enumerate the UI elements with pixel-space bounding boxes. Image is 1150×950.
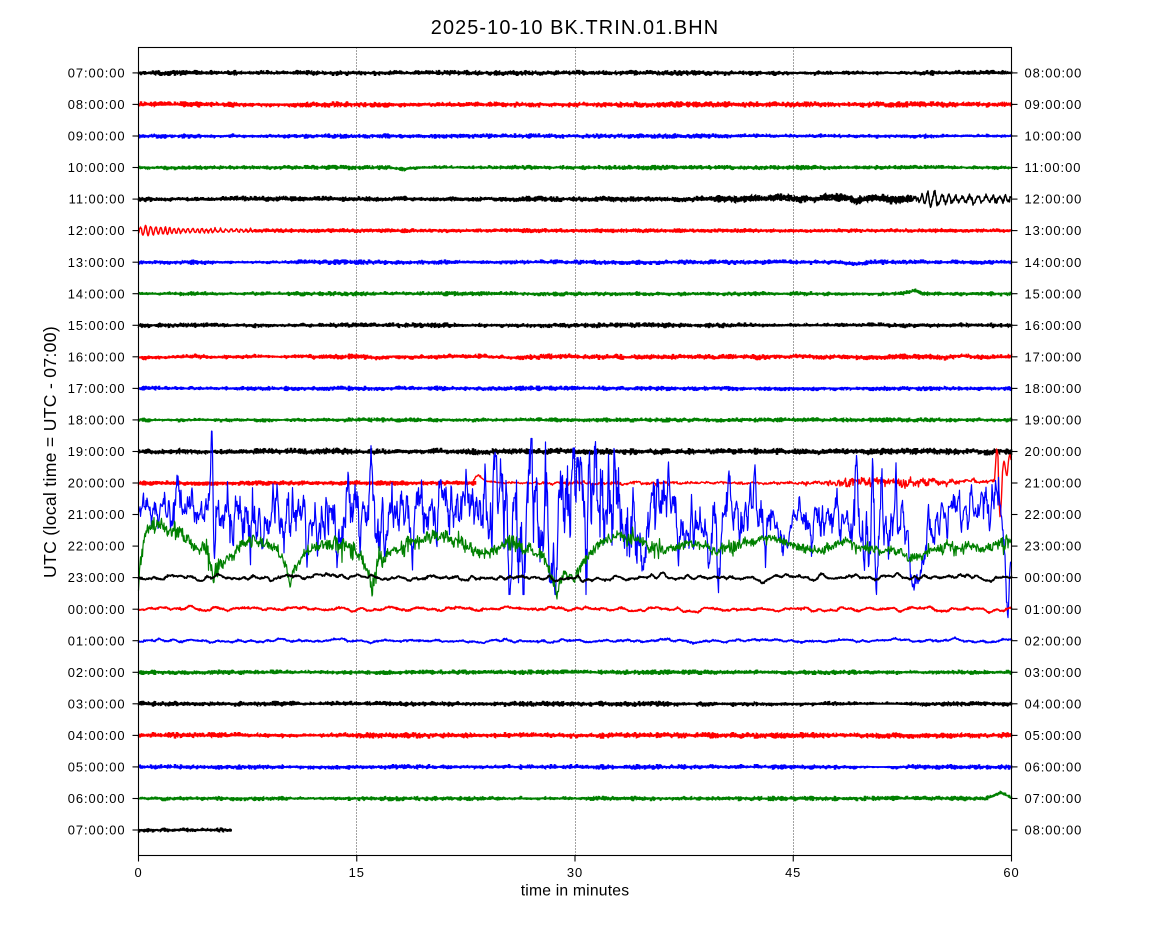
svg-text:14:00:00: 14:00:00 [68,286,126,301]
svg-text:23:00:00: 23:00:00 [1025,539,1083,554]
svg-text:21:00:00: 21:00:00 [1025,476,1083,491]
svg-text:11:00:00: 11:00:00 [1025,160,1082,175]
svg-text:14:00:00: 14:00:00 [1025,255,1083,270]
svg-text:15:00:00: 15:00:00 [1025,286,1083,301]
svg-text:15: 15 [349,865,365,880]
svg-text:10:00:00: 10:00:00 [68,160,126,175]
svg-text:07:00:00: 07:00:00 [1025,791,1083,806]
svg-text:05:00:00: 05:00:00 [68,760,126,775]
svg-text:03:00:00: 03:00:00 [68,696,126,711]
svg-text:22:00:00: 22:00:00 [1025,507,1083,522]
svg-text:0: 0 [134,865,142,880]
svg-text:07:00:00: 07:00:00 [68,66,126,81]
svg-text:20:00:00: 20:00:00 [68,476,126,491]
svg-text:06:00:00: 06:00:00 [1025,760,1083,775]
svg-text:45: 45 [785,865,801,880]
svg-text:19:00:00: 19:00:00 [68,444,126,459]
svg-text:UTC (local time = UTC - 07:00): UTC (local time = UTC - 07:00) [40,326,60,578]
svg-text:01:00:00: 01:00:00 [1025,602,1083,617]
svg-text:17:00:00: 17:00:00 [1025,349,1083,364]
svg-text:02:00:00: 02:00:00 [68,665,126,680]
svg-text:20:00:00: 20:00:00 [1025,444,1083,459]
svg-text:04:00:00: 04:00:00 [68,728,126,743]
svg-text:12:00:00: 12:00:00 [68,223,126,238]
svg-text:21:00:00: 21:00:00 [68,507,126,522]
svg-text:06:00:00: 06:00:00 [68,791,126,806]
svg-text:13:00:00: 13:00:00 [68,255,126,270]
svg-text:09:00:00: 09:00:00 [68,129,126,144]
svg-text:17:00:00: 17:00:00 [68,381,126,396]
svg-text:07:00:00: 07:00:00 [68,823,126,838]
svg-text:05:00:00: 05:00:00 [1025,728,1083,743]
svg-text:01:00:00: 01:00:00 [68,633,126,648]
svg-text:08:00:00: 08:00:00 [1025,66,1083,81]
svg-text:23:00:00: 23:00:00 [68,570,126,585]
svg-text:30: 30 [567,865,583,880]
svg-text:04:00:00: 04:00:00 [1025,696,1083,711]
svg-text:00:00:00: 00:00:00 [1025,570,1083,585]
svg-text:16:00:00: 16:00:00 [68,349,126,364]
svg-text:19:00:00: 19:00:00 [1025,413,1083,428]
svg-text:22:00:00: 22:00:00 [68,539,126,554]
svg-text:18:00:00: 18:00:00 [68,413,126,428]
svg-text:08:00:00: 08:00:00 [1025,823,1083,838]
svg-text:00:00:00: 00:00:00 [68,602,126,617]
svg-text:11:00:00: 11:00:00 [69,192,126,207]
svg-text:15:00:00: 15:00:00 [68,318,126,333]
svg-text:18:00:00: 18:00:00 [1025,381,1083,396]
svg-text:12:00:00: 12:00:00 [1025,192,1083,207]
svg-text:13:00:00: 13:00:00 [1025,223,1083,238]
svg-text:60: 60 [1003,865,1019,880]
svg-text:time in minutes: time in minutes [521,883,630,900]
svg-text:09:00:00: 09:00:00 [1025,97,1083,112]
svg-text:03:00:00: 03:00:00 [1025,665,1083,680]
svg-text:16:00:00: 16:00:00 [1025,318,1083,333]
svg-text:08:00:00: 08:00:00 [68,97,126,112]
svg-text:10:00:00: 10:00:00 [1025,129,1083,144]
svg-text:02:00:00: 02:00:00 [1025,633,1083,648]
svg-text:2025-10-10 BK.TRIN.01.BHN: 2025-10-10 BK.TRIN.01.BHN [431,17,719,39]
